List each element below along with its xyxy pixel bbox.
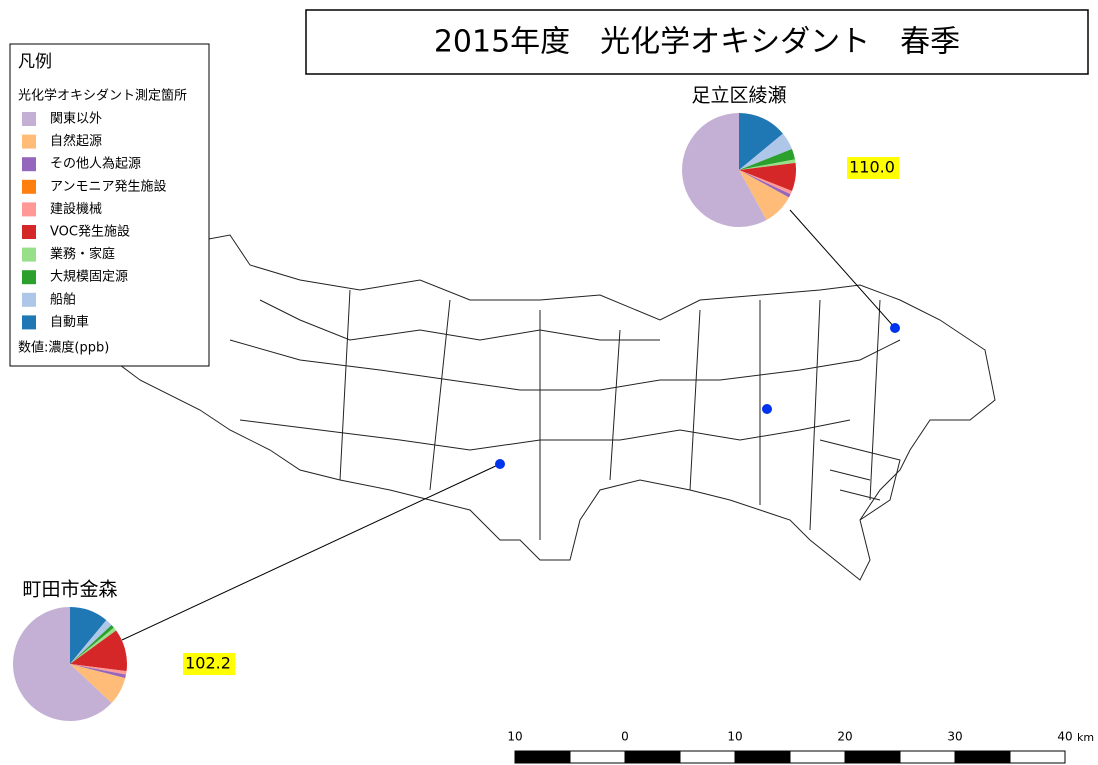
scale-label: 40 bbox=[1057, 730, 1072, 744]
pie-slice bbox=[739, 149, 795, 170]
pie-slice bbox=[739, 170, 789, 220]
pie-slice bbox=[70, 620, 112, 664]
value-highlight bbox=[847, 157, 899, 179]
pie-slice bbox=[682, 113, 767, 227]
scale-unit: km bbox=[1077, 731, 1094, 744]
pie-slice bbox=[739, 133, 792, 170]
legend-note: 数値:濃度(ppb) bbox=[18, 340, 109, 356]
pie-slice bbox=[70, 664, 126, 679]
pie-slice bbox=[70, 664, 126, 704]
legend-label: 船舶 bbox=[50, 291, 76, 307]
map-title: 2015年度 光化学オキシダント 春季 bbox=[434, 25, 960, 60]
scale-segment bbox=[569, 750, 626, 764]
legend-label: 自動車 bbox=[50, 315, 89, 330]
concentration-label: 110.0 bbox=[849, 158, 895, 177]
legend-subtitle: 光化学オキシダント測定箇所 bbox=[18, 88, 187, 104]
concentration-label: 102.2 bbox=[185, 654, 231, 673]
scale-segment bbox=[679, 750, 736, 764]
legend-swatch bbox=[22, 292, 36, 307]
title-box bbox=[305, 9, 1089, 75]
tokyo-map bbox=[87, 234, 996, 581]
station-dot bbox=[762, 404, 772, 414]
legend-label: その他人為起源 bbox=[50, 156, 141, 172]
legend-swatch bbox=[22, 202, 36, 217]
pie-slice bbox=[70, 607, 107, 664]
scale-segment bbox=[954, 750, 1011, 764]
legend-label: 関東以外 bbox=[50, 111, 102, 127]
legend-swatch bbox=[22, 225, 36, 239]
scale-label: 0 bbox=[621, 730, 629, 744]
pie-slice bbox=[12, 607, 112, 721]
pie-slice bbox=[70, 630, 127, 672]
pie-slice bbox=[70, 627, 117, 664]
station-dot bbox=[890, 323, 900, 333]
legend-swatch bbox=[22, 112, 36, 126]
pie-slice bbox=[739, 113, 783, 170]
leader-line bbox=[121, 463, 501, 641]
pie-slice bbox=[739, 170, 791, 198]
legend-swatch bbox=[22, 134, 36, 149]
pie-slice bbox=[70, 664, 127, 675]
legend-label: アンモニア発生施設 bbox=[50, 178, 166, 194]
scale-segment bbox=[844, 750, 901, 764]
legend-swatch bbox=[22, 179, 36, 194]
scale-segment bbox=[514, 750, 571, 764]
legend-title: 凡例 bbox=[18, 52, 52, 72]
value-highlight bbox=[183, 653, 235, 675]
legend-label: 大規模固定源 bbox=[50, 270, 128, 285]
legend-label: 建設機械 bbox=[50, 201, 102, 217]
station-name: 足立区綾瀬 bbox=[691, 85, 786, 107]
legend-box bbox=[9, 43, 210, 367]
scale-segment bbox=[734, 750, 791, 764]
legend-swatch bbox=[22, 270, 36, 285]
scale-segment bbox=[624, 750, 681, 764]
station-name: 町田市金森 bbox=[22, 579, 117, 601]
scale-bar: 10 0 10 20 30 40 km bbox=[507, 730, 1094, 764]
pie-slice bbox=[70, 624, 114, 664]
scale-label: 10 bbox=[727, 730, 742, 744]
scale-label: 10 bbox=[507, 730, 522, 744]
scale-segment bbox=[899, 750, 956, 764]
legend-swatch bbox=[22, 315, 36, 330]
pie-charts: 足立区綾瀬 110.0 町田市金森 102.2 bbox=[12, 85, 899, 721]
station-dot bbox=[495, 459, 505, 469]
legend-label: 自然起源 bbox=[50, 133, 102, 149]
scale-label: 30 bbox=[947, 730, 962, 744]
scale-segment bbox=[789, 750, 846, 764]
pie-slice bbox=[739, 162, 796, 191]
legend-swatch bbox=[22, 157, 36, 172]
scale-label: 20 bbox=[837, 730, 852, 744]
legend-label: 業務・家庭 bbox=[50, 246, 115, 262]
pie-slice bbox=[739, 159, 796, 170]
scale-segment bbox=[1009, 750, 1066, 764]
legend-swatch bbox=[22, 247, 36, 262]
leader-line bbox=[789, 209, 896, 329]
pie-slice bbox=[739, 170, 792, 195]
legend-label: VOC発生施設 bbox=[50, 224, 130, 240]
